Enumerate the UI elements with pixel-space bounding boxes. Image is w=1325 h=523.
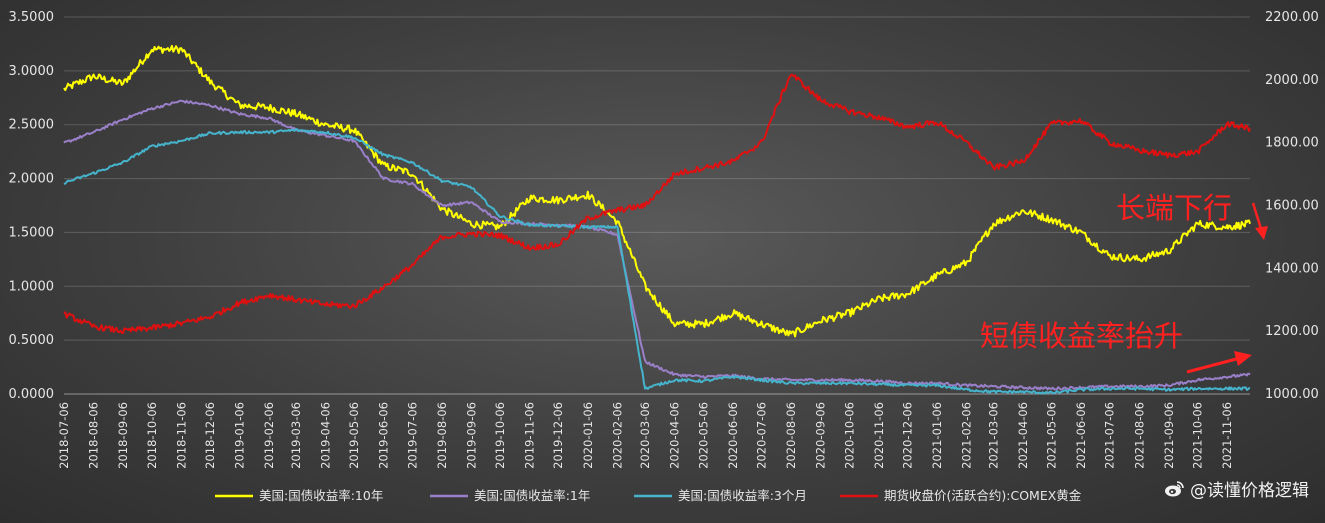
y-left-tick-label: 0.5000 bbox=[9, 333, 55, 348]
x-tick-label: 2019-11-06 bbox=[523, 402, 537, 469]
x-tick-label: 2019-12-06 bbox=[551, 402, 565, 469]
x-tick-label: 2021-07-06 bbox=[1103, 402, 1117, 469]
x-tick-label: 2020-06-06 bbox=[726, 402, 740, 469]
x-tick-label: 2019-01-06 bbox=[233, 402, 247, 469]
x-tick-label: 2019-07-06 bbox=[405, 402, 419, 469]
x-tick-label: 2021-08-06 bbox=[1132, 402, 1146, 469]
x-tick-label: 2018-09-06 bbox=[116, 402, 130, 469]
x-tick-label: 2019-03-06 bbox=[289, 402, 303, 469]
x-tick-label: 2021-04-06 bbox=[1016, 402, 1030, 469]
x-tick-label: 2020-07-06 bbox=[754, 402, 768, 469]
legend-label-2: 美国:国债收益率:3个月 bbox=[678, 488, 807, 503]
watermark-text: @读懂价格逻辑 bbox=[1190, 481, 1309, 501]
x-tick-label: 2021-01-06 bbox=[930, 402, 944, 469]
y-right-tick-label: 1800.00 bbox=[1265, 136, 1319, 151]
x-tick-label: 2019-06-06 bbox=[377, 402, 391, 469]
gridlines bbox=[64, 16, 1250, 395]
weibo-logo-icon bbox=[1165, 480, 1184, 496]
x-tick-label: 2021-02-06 bbox=[960, 402, 974, 469]
series-line-0 bbox=[63, 44, 1251, 338]
x-axis: 2018-07-06 2018-08-06 2018-09-06 2018-10-06… bbox=[57, 402, 1234, 469]
right-y-axis: 1000.00 1200.00 1400.00 1600.00 1800.00 2000.… bbox=[1265, 10, 1319, 402]
x-tick-label: 2019-04-06 bbox=[318, 402, 332, 469]
watermark: @读懂价格逻辑 bbox=[1164, 476, 1309, 501]
left-y-axis: 0.0000 0.5000 1.0000 1.5000 2.0000 2.5000 3.00… bbox=[9, 10, 55, 402]
annotation-arrowhead-short-rate bbox=[1234, 351, 1252, 366]
legend-label-0: 美国:国债收益率:10年 bbox=[259, 488, 383, 503]
legend-label-3: 期货收盘价(活跃合约):COMEX黄金 bbox=[884, 488, 1082, 503]
x-tick-label: 2020-08-06 bbox=[784, 402, 798, 469]
x-tick-label: 2021-06-06 bbox=[1074, 402, 1088, 469]
annotation-long-end-down: 长端下行 bbox=[1116, 191, 1232, 225]
x-tick-label: 2021-11-06 bbox=[1220, 402, 1234, 469]
x-tick-label: 2020-11-06 bbox=[872, 402, 886, 469]
annotation-arrowhead-long-end bbox=[1255, 226, 1268, 240]
x-tick-label: 2020-04-06 bbox=[668, 402, 682, 469]
series-line-2 bbox=[63, 128, 1251, 395]
y-right-tick-label: 1200.00 bbox=[1265, 324, 1319, 339]
x-tick-label: 2019-10-06 bbox=[493, 402, 507, 469]
x-tick-label: 2018-08-06 bbox=[87, 402, 101, 469]
y-left-tick-label: 0.0000 bbox=[9, 387, 55, 402]
y-left-tick-label: 3.0000 bbox=[9, 64, 55, 79]
x-tick-label: 2018-12-06 bbox=[203, 402, 217, 469]
y-right-tick-label: 2000.00 bbox=[1265, 73, 1319, 88]
x-tick-label: 2021-10-06 bbox=[1191, 402, 1205, 469]
x-tick-label: 2019-05-06 bbox=[347, 402, 361, 469]
y-right-tick-label: 1400.00 bbox=[1265, 261, 1319, 276]
x-tick-label: 2020-12-06 bbox=[900, 402, 914, 469]
annotations: 长端下行 短债收益率抬升 bbox=[980, 191, 1268, 374]
x-tick-label: 2020-01-06 bbox=[581, 402, 595, 469]
y-left-tick-label: 1.0000 bbox=[9, 279, 55, 294]
annotation-arrow-short-rate bbox=[1186, 356, 1241, 374]
legend: 美国:国债收益率:10年 美国:国债收益率:1年 美国:国债收益率:3个月 期货收盘价… bbox=[215, 488, 1082, 503]
x-tick-label: 2018-07-06 bbox=[57, 402, 71, 469]
y-right-tick-label: 2200.00 bbox=[1265, 10, 1319, 25]
x-tick-label: 2019-08-06 bbox=[435, 402, 449, 469]
annotation-short-rate-up: 短债收益率抬升 bbox=[980, 319, 1183, 353]
x-tick-label: 2020-03-06 bbox=[638, 402, 652, 469]
series-line-1 bbox=[63, 99, 1251, 391]
x-tick-label: 2021-03-06 bbox=[986, 402, 1000, 469]
series-lines bbox=[63, 44, 1251, 395]
x-tick-label: 2021-09-06 bbox=[1162, 402, 1176, 469]
x-tick-label: 2021-05-06 bbox=[1045, 402, 1059, 469]
y-left-tick-label: 2.5000 bbox=[9, 118, 55, 133]
series-line-3 bbox=[63, 73, 1251, 334]
x-tick-label: 2019-02-06 bbox=[262, 402, 276, 469]
y-right-tick-label: 1000.00 bbox=[1265, 387, 1319, 402]
x-tick-label: 2020-05-06 bbox=[696, 402, 710, 469]
y-left-tick-label: 1.5000 bbox=[9, 225, 55, 240]
x-tick-label: 2020-02-06 bbox=[610, 402, 624, 469]
y-right-tick-label: 1600.00 bbox=[1265, 199, 1319, 214]
legend-label-1: 美国:国债收益率:1年 bbox=[474, 488, 590, 503]
y-left-tick-label: 2.0000 bbox=[9, 172, 55, 187]
x-tick-label: 2020-09-06 bbox=[814, 402, 828, 469]
x-tick-label: 2020-10-06 bbox=[842, 402, 856, 469]
x-tick-label: 2019-09-06 bbox=[464, 402, 478, 469]
x-tick-label: 2018-10-06 bbox=[145, 402, 159, 469]
y-left-tick-label: 3.5000 bbox=[9, 10, 55, 25]
x-tick-label: 2018-11-06 bbox=[174, 402, 188, 469]
